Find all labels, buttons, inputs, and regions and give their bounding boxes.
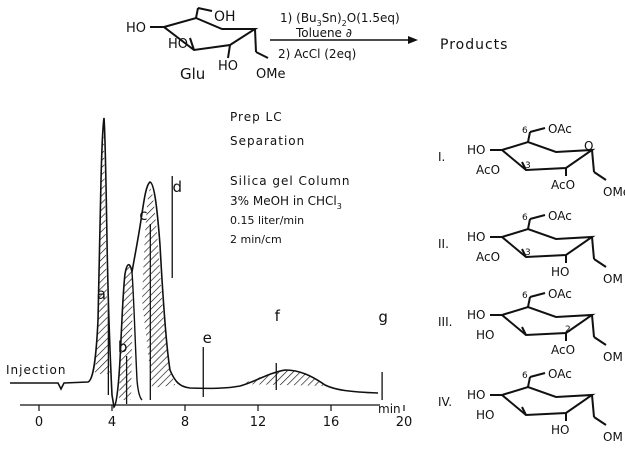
peak-label-b: b: [118, 338, 128, 356]
reagent-solvent: Toluene ∂: [295, 26, 352, 40]
substituent-2-label: HO: [551, 265, 569, 279]
peak-label-f: f: [275, 307, 281, 325]
note-eluent: 3% MeOH in CHCl3: [230, 194, 342, 211]
product-numeral: IV.: [438, 395, 452, 409]
product-3: III. 6 OAc HO HO AcO 2 OM: [438, 287, 623, 364]
anomeric-group-label: OM: [603, 430, 623, 444]
oac-6-label: OAc: [548, 287, 572, 301]
product-2: II. 6 OAc HO AcO 3 HO OM: [438, 209, 623, 286]
reagent-step2: 2) AcCl (2eq): [278, 47, 356, 61]
note-prep-lc: Prep LC: [230, 110, 283, 124]
x-axis-unit: min: [378, 402, 401, 416]
peak-f-g-hatch: [240, 370, 328, 386]
reagent-step1: 1) (Bu3Sn)2O(1.5eq): [280, 11, 400, 28]
anomeric-group-label: OM: [603, 350, 623, 364]
note-separation: Separation: [230, 134, 305, 148]
oac-6-label: OAc: [548, 209, 572, 223]
substituent-3-label: AcO: [476, 250, 500, 264]
substituent-3-label: AcO: [476, 163, 500, 177]
anomeric-group-label: OM: [603, 272, 623, 286]
oh2-label: HO: [218, 59, 238, 74]
substituent-4-label: HO: [467, 308, 485, 322]
substituent-4-label: HO: [467, 388, 485, 402]
peak-label-c: c: [139, 206, 147, 224]
ome-label: OMe: [256, 67, 285, 82]
product-1: I. 6 OAc HO AcO 3 O AcO OMe: [438, 122, 625, 199]
peak-label-a: a: [97, 285, 106, 303]
peak-label-d: d: [172, 178, 182, 196]
x-tick-label: 8: [181, 415, 189, 430]
peak-label-e: e: [203, 329, 212, 347]
oac-6-label: OAc: [548, 122, 572, 136]
note-chart-speed: 2 min/cm: [230, 233, 282, 246]
oh4-label: HO: [126, 21, 146, 36]
substituent-4-label: HO: [467, 230, 485, 244]
product-numeral: II.: [438, 237, 449, 251]
ring-oxygen-label: O: [584, 139, 593, 153]
substituent-3-label: HO: [476, 408, 494, 422]
product-numeral: III.: [438, 315, 452, 329]
reaction-arrow: [270, 36, 418, 44]
substituent-4-label: HO: [467, 143, 485, 157]
note-column: Silica gel Column: [230, 174, 351, 188]
product-structures: I.6OAcHOAcO3OAcOOMeII.6OAcHOAcO3HOOMIII.…: [438, 122, 625, 444]
anomeric-group-label: OMe: [603, 185, 625, 199]
position-6-label: 6: [522, 213, 528, 223]
x-axis-ticks: 0 4 8 12 16 20: [35, 405, 412, 430]
product-numeral: I.: [438, 150, 445, 164]
oh6-label: OH: [214, 9, 236, 25]
peak-markers: a b c d e f g: [97, 176, 388, 404]
position-6-label: 6: [522, 291, 528, 301]
x-tick-label: 12: [250, 415, 267, 430]
position-2-label: 2: [565, 325, 571, 335]
position-6-label: 6: [522, 371, 528, 381]
substituent-2-label: HO: [551, 423, 569, 437]
note-flow: 0.15 liter/min: [230, 214, 304, 227]
x-tick-label: 20: [396, 415, 413, 430]
x-tick-label: 16: [323, 415, 340, 430]
reactant-name: Glu: [180, 65, 205, 83]
peak-c-hatch: [119, 264, 133, 400]
position-6-label: 6: [522, 126, 528, 136]
x-tick-label: 0: [35, 415, 43, 430]
peak-c-shoulder: [131, 271, 143, 401]
injection-label: Injection: [6, 363, 66, 377]
chromatogram: Injection min 0 4 8 12 16 20 a b c d e f g: [6, 117, 412, 430]
oac-6-label: OAc: [548, 367, 572, 381]
reactant-glucoside: OH HO HO HO OMe Glu: [126, 7, 285, 83]
peak-label-g: g: [378, 308, 388, 326]
separation-notes: Prep LC Separation Silica gel Column 3% …: [230, 110, 351, 246]
position-3-label: 3: [525, 248, 531, 258]
position-3-label: 3: [525, 161, 531, 171]
substituent-3-label: HO: [476, 328, 494, 342]
x-tick-label: 4: [108, 415, 116, 430]
product-4: IV. 6 OAc HO HO HO OM: [438, 367, 623, 444]
chromatogram-trace: [10, 117, 379, 409]
substituent-2-label: AcO: [551, 343, 575, 357]
products-label: Products: [440, 37, 508, 53]
oh3-label: HO: [168, 37, 188, 52]
substituent-2-label: AcO: [551, 178, 575, 192]
